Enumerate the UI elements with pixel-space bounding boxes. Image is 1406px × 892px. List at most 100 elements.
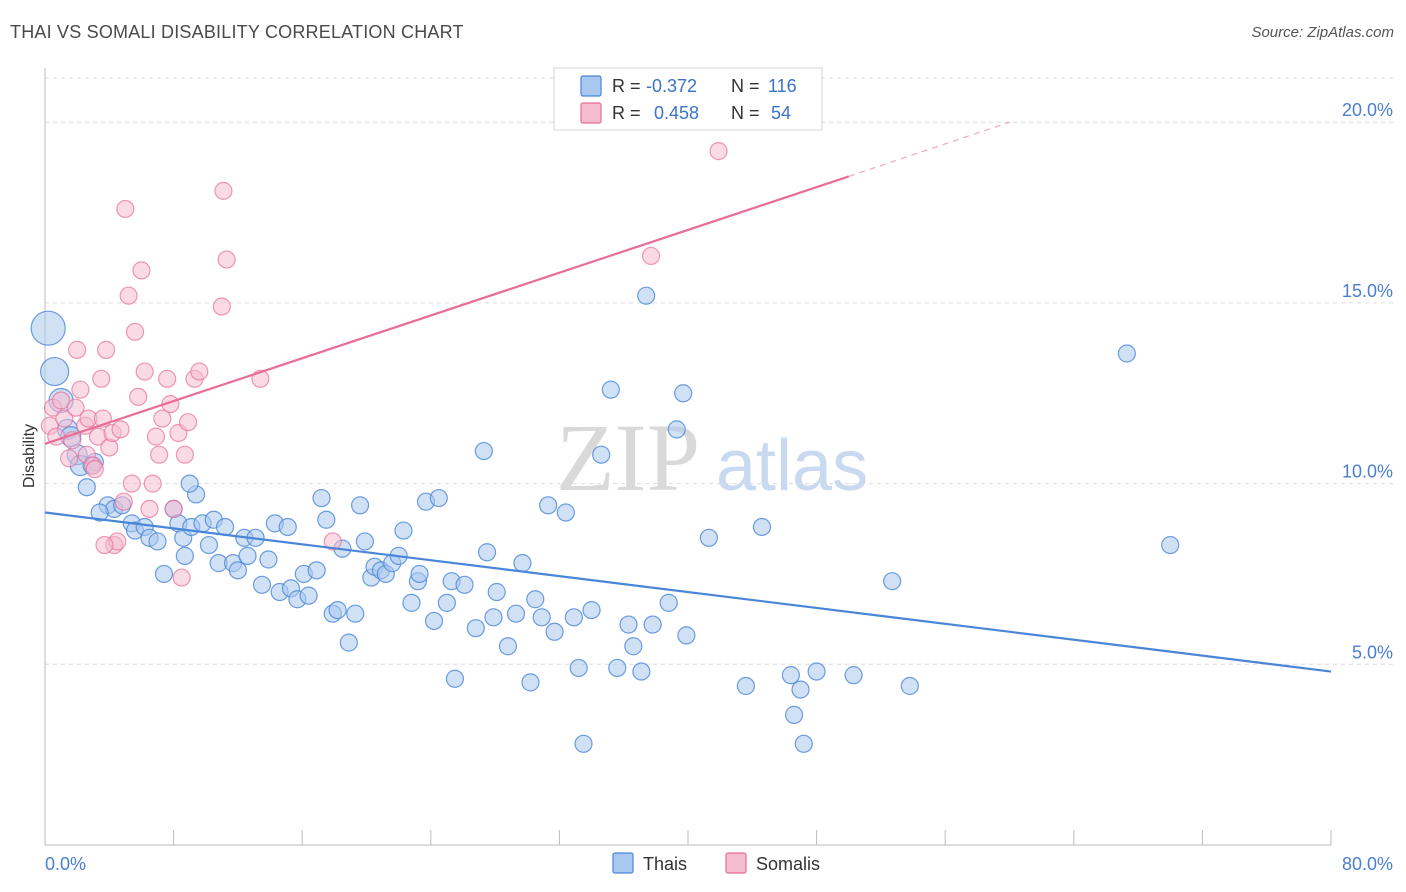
data-point-somalis bbox=[92, 369, 111, 388]
data-point-thais bbox=[402, 593, 421, 612]
gridlines bbox=[45, 77, 1394, 665]
data-point-thais bbox=[791, 680, 810, 699]
data-point-somalis bbox=[132, 261, 151, 280]
data-point-somalis bbox=[143, 474, 162, 493]
data-point-somalis bbox=[214, 181, 233, 200]
data-point-thais bbox=[180, 474, 199, 493]
data-point-thais bbox=[900, 676, 919, 696]
data-point-thais bbox=[844, 666, 863, 685]
data-point-thais bbox=[299, 586, 318, 605]
legend-r-value-thais: -0.372 bbox=[646, 76, 697, 96]
data-point-thais bbox=[355, 532, 374, 551]
data-point-thais bbox=[532, 608, 551, 627]
x-tick-label-max: 80.0% bbox=[1342, 854, 1393, 874]
data-point-thais bbox=[484, 608, 503, 627]
legend-swatch-thais bbox=[580, 75, 602, 97]
data-point-somalis bbox=[190, 362, 209, 381]
data-point-thais bbox=[487, 582, 506, 602]
data-point-thais bbox=[883, 572, 902, 591]
trend-line-somalis bbox=[44, 175, 850, 445]
data-point-thais bbox=[40, 356, 70, 387]
data-point-thais bbox=[77, 478, 96, 497]
trend-line-thais bbox=[44, 511, 1332, 673]
data-point-somalis bbox=[125, 322, 145, 341]
legend-n-value-thais: 116 bbox=[768, 76, 797, 96]
data-point-thais bbox=[601, 380, 620, 399]
data-point-thais bbox=[608, 658, 627, 678]
data-point-thais bbox=[477, 543, 497, 562]
data-point-somalis bbox=[217, 250, 236, 269]
data-point-thais bbox=[592, 445, 611, 464]
data-point-thais bbox=[259, 550, 278, 569]
data-point-thais bbox=[148, 532, 167, 551]
data-point-thais bbox=[526, 590, 545, 609]
data-point-thais bbox=[328, 600, 347, 620]
data-point-somalis bbox=[158, 369, 177, 388]
data-point-somalis bbox=[164, 499, 183, 519]
data-point-thais bbox=[637, 286, 656, 305]
legend-bottom-swatch-thais bbox=[612, 852, 634, 874]
x-tick-label-min: 0.0% bbox=[45, 854, 86, 874]
legend-n-value-somalis: 54 bbox=[771, 103, 791, 123]
watermark-zip: ZIP bbox=[556, 404, 700, 511]
legend-r-label-thais: R = bbox=[612, 76, 641, 96]
data-point-thais bbox=[474, 441, 493, 461]
data-point-somalis bbox=[60, 449, 79, 468]
data-point-thais bbox=[574, 734, 593, 753]
data-point-thais bbox=[1117, 344, 1136, 363]
data-point-thais bbox=[312, 488, 331, 508]
data-point-somalis bbox=[95, 535, 114, 555]
data-point-thais bbox=[278, 517, 297, 537]
data-point-thais bbox=[346, 604, 365, 623]
data-point-thais bbox=[545, 622, 564, 641]
legend-n-label-somalis: N = bbox=[731, 103, 760, 123]
data-point-somalis bbox=[323, 532, 342, 551]
tick-labels: 5.0% 10.0% 15.0% 20.0% 0.0% 80.0% bbox=[45, 100, 1393, 874]
data-point-somalis bbox=[111, 420, 130, 439]
data-point-somalis bbox=[55, 409, 74, 428]
data-point-thais bbox=[699, 528, 718, 547]
data-point-somalis bbox=[85, 460, 104, 479]
data-point-thais bbox=[521, 673, 540, 692]
data-point-thais bbox=[667, 420, 686, 439]
y-tick-label: 15.0% bbox=[1342, 281, 1393, 301]
legend-bottom-swatch-somalis bbox=[725, 852, 747, 874]
legend-bottom-label-somalis: Somalis bbox=[756, 854, 820, 874]
y-tick-label: 5.0% bbox=[1352, 642, 1393, 662]
data-point-thais bbox=[238, 546, 257, 565]
data-point-somalis bbox=[135, 362, 154, 381]
data-point-thais bbox=[199, 535, 219, 555]
data-point-thais bbox=[1161, 535, 1180, 555]
data-point-thais bbox=[317, 510, 336, 529]
legend-n-label-thais: N = bbox=[731, 76, 760, 96]
chart-title: THAI VS SOMALI DISABILITY CORRELATION CH… bbox=[10, 22, 464, 42]
trend-lines bbox=[44, 121, 1332, 673]
data-point-thais bbox=[564, 608, 583, 627]
watermark-atlas: atlas bbox=[716, 426, 868, 506]
y-axis-label: Disability bbox=[21, 424, 38, 488]
data-point-somalis bbox=[129, 387, 148, 406]
data-point-somalis bbox=[114, 492, 133, 511]
data-point-somalis bbox=[68, 340, 87, 359]
data-point-thais bbox=[410, 564, 429, 584]
data-point-somalis bbox=[212, 297, 231, 316]
y-tick-label: 20.0% bbox=[1342, 100, 1393, 120]
data-point-thais bbox=[466, 619, 485, 638]
data-point-thais bbox=[339, 633, 358, 652]
series-thais bbox=[30, 286, 1180, 753]
legend-r-label-somalis: R = bbox=[612, 103, 641, 123]
data-point-somalis bbox=[116, 199, 135, 219]
data-point-thais bbox=[513, 554, 532, 573]
data-point-thais bbox=[752, 517, 772, 537]
data-point-somalis bbox=[140, 499, 159, 519]
data-point-thais bbox=[307, 561, 326, 580]
y-tick-label: 10.0% bbox=[1342, 462, 1393, 482]
data-point-somalis bbox=[71, 380, 90, 399]
data-point-thais bbox=[154, 564, 174, 584]
trend-line-somalis-extension bbox=[848, 121, 1010, 177]
legend-bottom-label-thais: Thais bbox=[643, 854, 687, 874]
data-point-thais bbox=[228, 561, 247, 580]
data-point-somalis bbox=[146, 427, 166, 446]
source-label: Source: ZipAtlas.com bbox=[1251, 24, 1394, 41]
